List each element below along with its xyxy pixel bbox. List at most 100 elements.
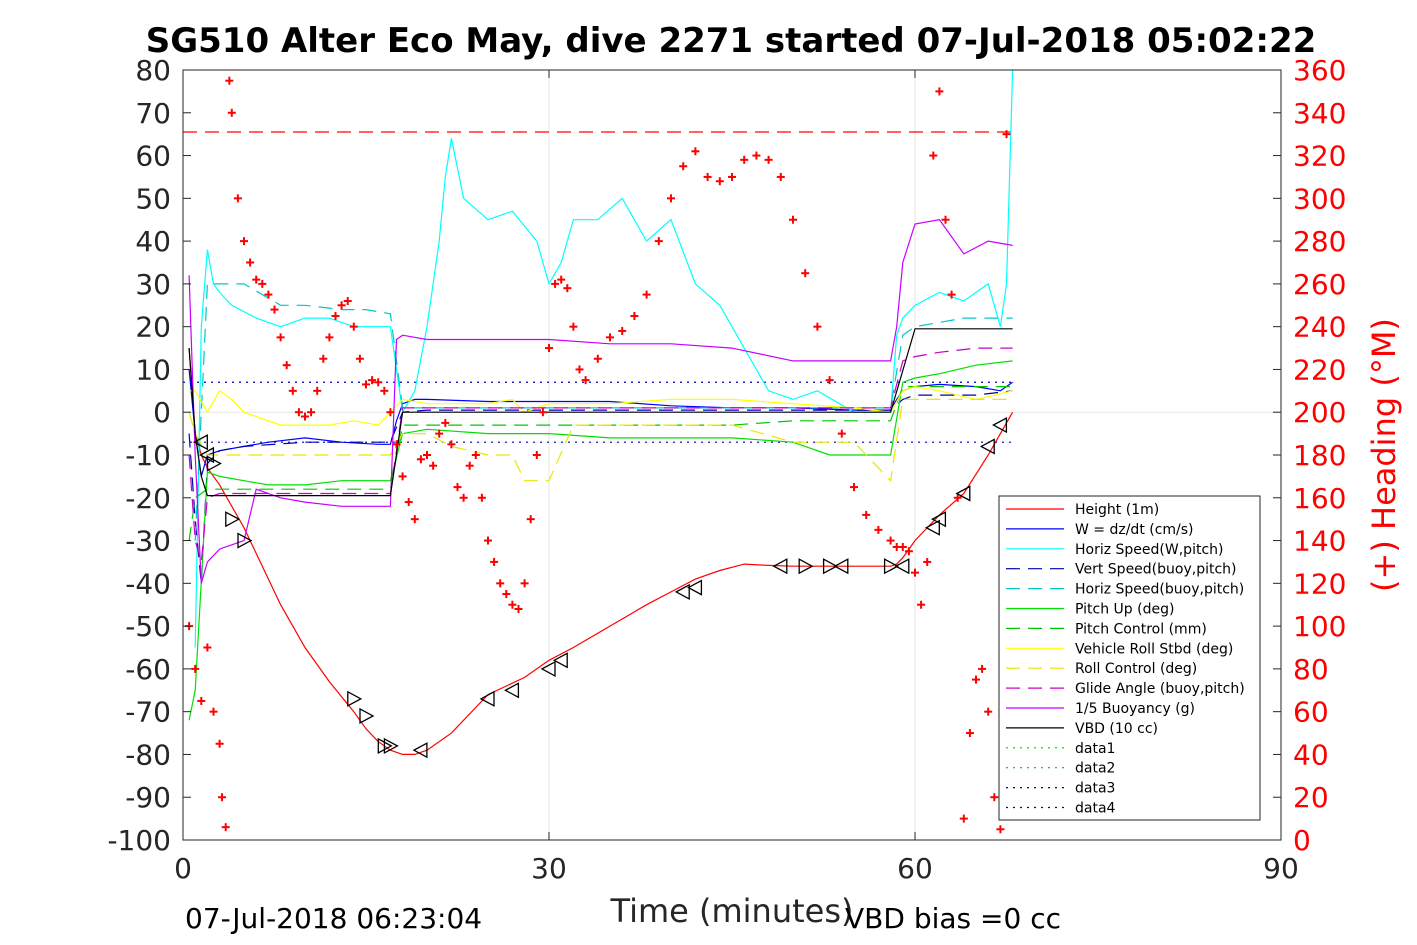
y-tick-label: 10 bbox=[135, 353, 171, 386]
heading-marker bbox=[929, 151, 938, 160]
heading-marker bbox=[715, 177, 724, 186]
heading-marker bbox=[801, 269, 810, 278]
heading-marker bbox=[563, 284, 572, 293]
legend-label: data4 bbox=[1075, 801, 1116, 817]
end-timestamp: 07-Jul-2018 06:23:04 bbox=[185, 902, 482, 935]
heading-marker bbox=[911, 568, 919, 577]
vbd-marker bbox=[504, 682, 520, 699]
y2-tick-label: 120 bbox=[1293, 567, 1346, 600]
heading-marker bbox=[218, 793, 227, 802]
heading-marker bbox=[691, 147, 700, 156]
heading-marker bbox=[965, 729, 974, 738]
heading-marker bbox=[246, 258, 255, 267]
legend-entry: Pitch Up (deg) bbox=[1006, 602, 1174, 618]
legend-label: Height (1m) bbox=[1075, 502, 1159, 518]
vbd-marker bbox=[687, 579, 703, 596]
y-tick-label: 80 bbox=[135, 54, 171, 87]
heading-marker bbox=[325, 333, 334, 342]
heading-marker bbox=[703, 172, 712, 181]
vbd-marker bbox=[894, 558, 910, 575]
legend-label: Horiz Speed(W,pitch) bbox=[1075, 542, 1223, 558]
y2-tick-label: 240 bbox=[1293, 311, 1346, 344]
y2-tick-label: 0 bbox=[1293, 824, 1311, 857]
series-line-6 bbox=[188, 360, 1013, 721]
legend-box bbox=[998, 495, 1261, 821]
vbd-bias-note: VBD bias =0 cc bbox=[845, 902, 1061, 935]
y2-axis-label: (+) Heading (°M) bbox=[1365, 318, 1403, 592]
legend-entry: Roll Control (deg) bbox=[1006, 661, 1197, 677]
heading-marker bbox=[508, 600, 517, 609]
y2-tick-label: 300 bbox=[1293, 182, 1346, 215]
heading-marker bbox=[288, 386, 297, 395]
y-tick-label: -90 bbox=[125, 781, 171, 814]
heading-marker bbox=[197, 696, 206, 705]
y2-tick-label: 280 bbox=[1293, 225, 1346, 258]
series-layer bbox=[183, 69, 1014, 756]
heading-marker bbox=[496, 579, 505, 588]
y-tick-label: -80 bbox=[125, 738, 171, 771]
y-tick-label: -40 bbox=[125, 567, 171, 600]
heading-marker bbox=[490, 557, 499, 566]
legend-label: W = dz/dt (cm/s) bbox=[1075, 522, 1194, 538]
vbd-marker bbox=[833, 558, 849, 575]
vbd-marker bbox=[992, 416, 1008, 434]
heading-marker bbox=[990, 793, 999, 802]
heading-marker bbox=[215, 739, 224, 748]
legend-label: Glide Angle (buoy,pitch) bbox=[1075, 681, 1245, 697]
y2-tick-label: 220 bbox=[1293, 353, 1346, 386]
vbd-marker bbox=[883, 558, 899, 575]
y-tick-label: 70 bbox=[135, 97, 171, 130]
heading-marker bbox=[374, 378, 383, 387]
heading-marker bbox=[526, 515, 535, 524]
vbd-marker bbox=[931, 511, 947, 528]
vbd-marker bbox=[540, 660, 556, 677]
vbd-marker bbox=[225, 511, 241, 528]
heading-marker bbox=[282, 361, 291, 370]
heading-marker bbox=[551, 279, 560, 288]
heading-marker bbox=[459, 493, 468, 502]
heading-marker bbox=[416, 455, 425, 464]
heading-marker bbox=[728, 172, 736, 181]
heading-marker bbox=[337, 301, 346, 310]
x-tick-label: 60 bbox=[897, 852, 933, 885]
vbd-marker bbox=[383, 737, 399, 754]
heading-marker bbox=[618, 326, 627, 335]
heading-marker bbox=[941, 215, 950, 224]
legend-entry: Vert Speed(buoy,pitch) bbox=[1006, 562, 1237, 578]
heading-marker bbox=[264, 290, 273, 299]
heading-marker bbox=[538, 408, 547, 417]
heading-marker bbox=[514, 605, 523, 613]
heading-marker bbox=[947, 290, 956, 299]
tick-layer: 0 30 60 9080706050403020100-10-20-30-40-50-… bbox=[107, 54, 1346, 885]
legend-entry: Horiz Speed(buoy,pitch) bbox=[1006, 582, 1244, 598]
y2-tick-label: 360 bbox=[1293, 54, 1346, 87]
y-tick-label: 0 bbox=[153, 396, 171, 429]
legend-entry: data1 bbox=[1006, 741, 1115, 757]
heading-marker bbox=[789, 215, 797, 224]
heading-marker bbox=[380, 386, 389, 395]
heading-marker bbox=[532, 451, 541, 459]
vbd-marker bbox=[347, 690, 363, 707]
heading-marker bbox=[825, 376, 834, 385]
heading-marker bbox=[386, 408, 395, 417]
vbd-marker bbox=[924, 519, 940, 536]
x-axis-label: Time (minutes) bbox=[610, 892, 854, 930]
y-tick-label: -60 bbox=[125, 653, 171, 686]
legend-label: 1/5 Buoyancy (g) bbox=[1075, 701, 1195, 717]
vbd-marker bbox=[206, 455, 222, 472]
heading-marker bbox=[398, 472, 407, 481]
heading-marker bbox=[917, 600, 926, 609]
y2-tick-label: 200 bbox=[1293, 396, 1346, 429]
heading-marker bbox=[276, 333, 285, 342]
legend-entry: Pitch Control (mm) bbox=[1006, 621, 1207, 637]
heading-marker bbox=[874, 525, 883, 534]
vbd-marker bbox=[412, 742, 428, 759]
vbd-marker bbox=[359, 707, 375, 725]
heading-marker bbox=[972, 675, 980, 684]
series-line-3 bbox=[194, 69, 1014, 648]
series-line-9 bbox=[188, 398, 1013, 483]
heading-marker bbox=[404, 498, 413, 507]
heading-marker bbox=[978, 664, 987, 673]
heading-marker bbox=[752, 151, 761, 160]
heading-marker bbox=[850, 483, 858, 492]
